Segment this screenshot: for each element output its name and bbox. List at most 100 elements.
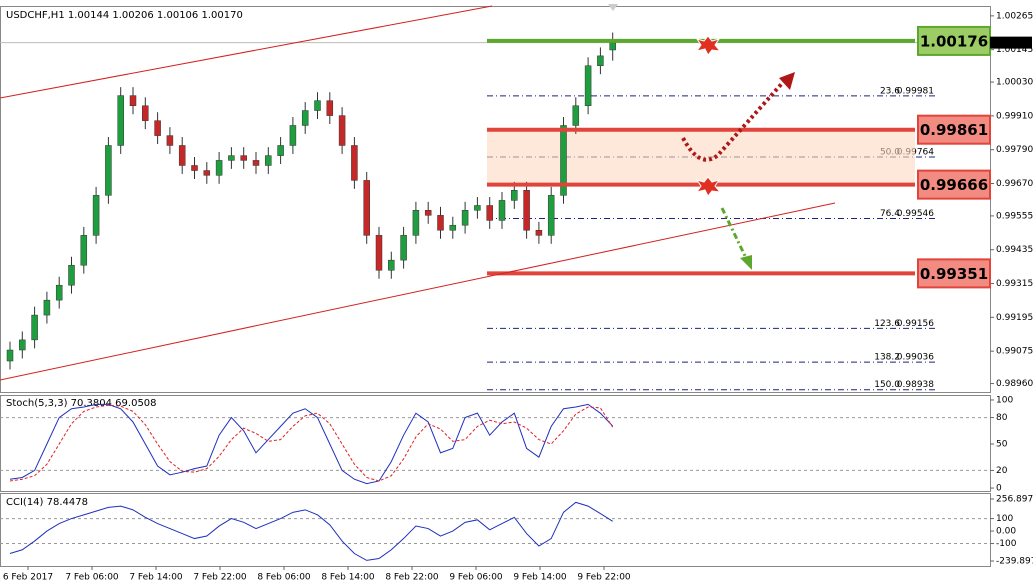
level-label: 1.00176 (920, 32, 988, 50)
level-box (917, 169, 991, 200)
channel-upper (0, 5, 493, 99)
y-tick-label: 0 (996, 484, 1002, 494)
candle-body (560, 125, 567, 196)
y-tick-label: -100 (996, 539, 1017, 549)
candle-body (498, 200, 506, 221)
candle-body (461, 210, 469, 226)
candle-body (215, 160, 223, 176)
level-label: 0.99351 (920, 265, 988, 283)
candle-body (511, 190, 518, 201)
arrow-up-head (779, 72, 795, 90)
candle-body (289, 125, 297, 146)
arrow-down-head (740, 255, 752, 270)
level-box (917, 114, 991, 145)
y-tick-label: 1.00265 (996, 11, 1033, 21)
fib-ratio: 138.2 (874, 353, 900, 363)
candle-body (142, 105, 149, 121)
y-tick-label: 256.8977 (996, 495, 1033, 505)
y-tick-label: 0.98960 (996, 379, 1033, 389)
indicator-line (9, 404, 614, 482)
arrow-down (720, 207, 748, 259)
decorations (0, 4, 836, 381)
candle-body (609, 42, 616, 51)
candle-body (326, 100, 334, 116)
y-tick-label: 0.99315 (996, 279, 1033, 289)
fib-ratio: 123.6 (874, 319, 900, 329)
burst-icon (695, 176, 722, 197)
candle-body (597, 55, 604, 66)
y-tick-label: 0.99670 (996, 179, 1033, 189)
candle-body (338, 115, 346, 146)
x-tick-label: 8 Feb 06:00 (257, 573, 311, 583)
y-tick-label: 0.99435 (996, 245, 1033, 255)
fib-price: 0.99981 (897, 86, 934, 96)
level-box (917, 25, 991, 56)
level-label: 0.99861 (920, 121, 988, 139)
indicator-line (9, 403, 614, 485)
level-box (917, 258, 991, 289)
candle-body (240, 155, 247, 161)
candle-body (203, 170, 211, 176)
arrow-up (681, 78, 787, 162)
candle-body (412, 210, 420, 236)
candle-body (314, 100, 321, 111)
candle-body (19, 339, 26, 351)
channel-lower (0, 202, 836, 381)
candle-body (572, 105, 580, 126)
indicator-line (9, 501, 613, 561)
candle-body (166, 135, 174, 146)
cci-title: CCI(14) 78.4478 (6, 497, 88, 508)
y-tick-label: 20 (996, 466, 1008, 476)
candle-body (68, 264, 75, 286)
candle-body (584, 65, 592, 106)
candle-body (252, 160, 260, 166)
shift-marker (608, 4, 618, 11)
candle-body (400, 235, 407, 261)
y-tick-label: 0.99555 (996, 211, 1033, 221)
fib-price: 0.99546 (897, 209, 934, 219)
zone (487, 129, 915, 185)
y-tick-label: 100 (996, 395, 1013, 405)
x-tick-label: 7 Feb 22:00 (193, 573, 247, 583)
candle-body (117, 95, 124, 146)
cci-frame (0, 493, 991, 567)
candle-body (535, 230, 543, 236)
candle-body (105, 145, 112, 196)
fib-price: 0.99036 (897, 353, 934, 363)
y-tick-label: 0.00 (996, 527, 1016, 537)
candle-body (191, 165, 198, 171)
candle-body (129, 95, 137, 106)
candle-body (486, 205, 493, 221)
y-tick-label: 0.99910 (996, 111, 1033, 121)
candle-body (154, 120, 161, 136)
y-tick-label: 50 (996, 440, 1008, 450)
candle-body (474, 205, 481, 211)
chart-title: USDCHF,H1 1.00144 1.00206 1.00106 1.0017… (6, 10, 243, 21)
fib-ratio: 76.4 (880, 209, 900, 219)
fib-price: 0.99764 (897, 148, 934, 158)
candle-body (80, 235, 88, 266)
fib-ratio: 150.0 (874, 380, 900, 390)
x-tick-label: 7 Feb 14:00 (129, 573, 183, 583)
x-tick-label: 9 Feb 14:00 (513, 573, 567, 583)
y-tick-label: 80 (996, 413, 1008, 423)
fib-price: 0.99156 (897, 319, 934, 329)
level-label: 0.99666 (920, 176, 988, 194)
candle-body (277, 145, 284, 156)
fib-ratio: 23.6 (880, 86, 900, 96)
candle-body (6, 349, 14, 362)
candle-body (265, 155, 272, 166)
candle-body (424, 210, 432, 216)
candle-body (178, 145, 186, 166)
candle-body (31, 314, 38, 341)
candle-body (523, 190, 530, 231)
candle-body (437, 215, 444, 231)
fib-price: 0.98938 (897, 380, 934, 390)
candle-body (301, 110, 309, 126)
y-tick-label: 0.99195 (996, 313, 1033, 323)
y-tick-label: 100 (996, 514, 1013, 524)
candle-body (449, 224, 457, 231)
burst-icon (695, 35, 722, 56)
stoch-title: Stoch(5,3,3) 70.3804 69.0508 (6, 398, 157, 409)
